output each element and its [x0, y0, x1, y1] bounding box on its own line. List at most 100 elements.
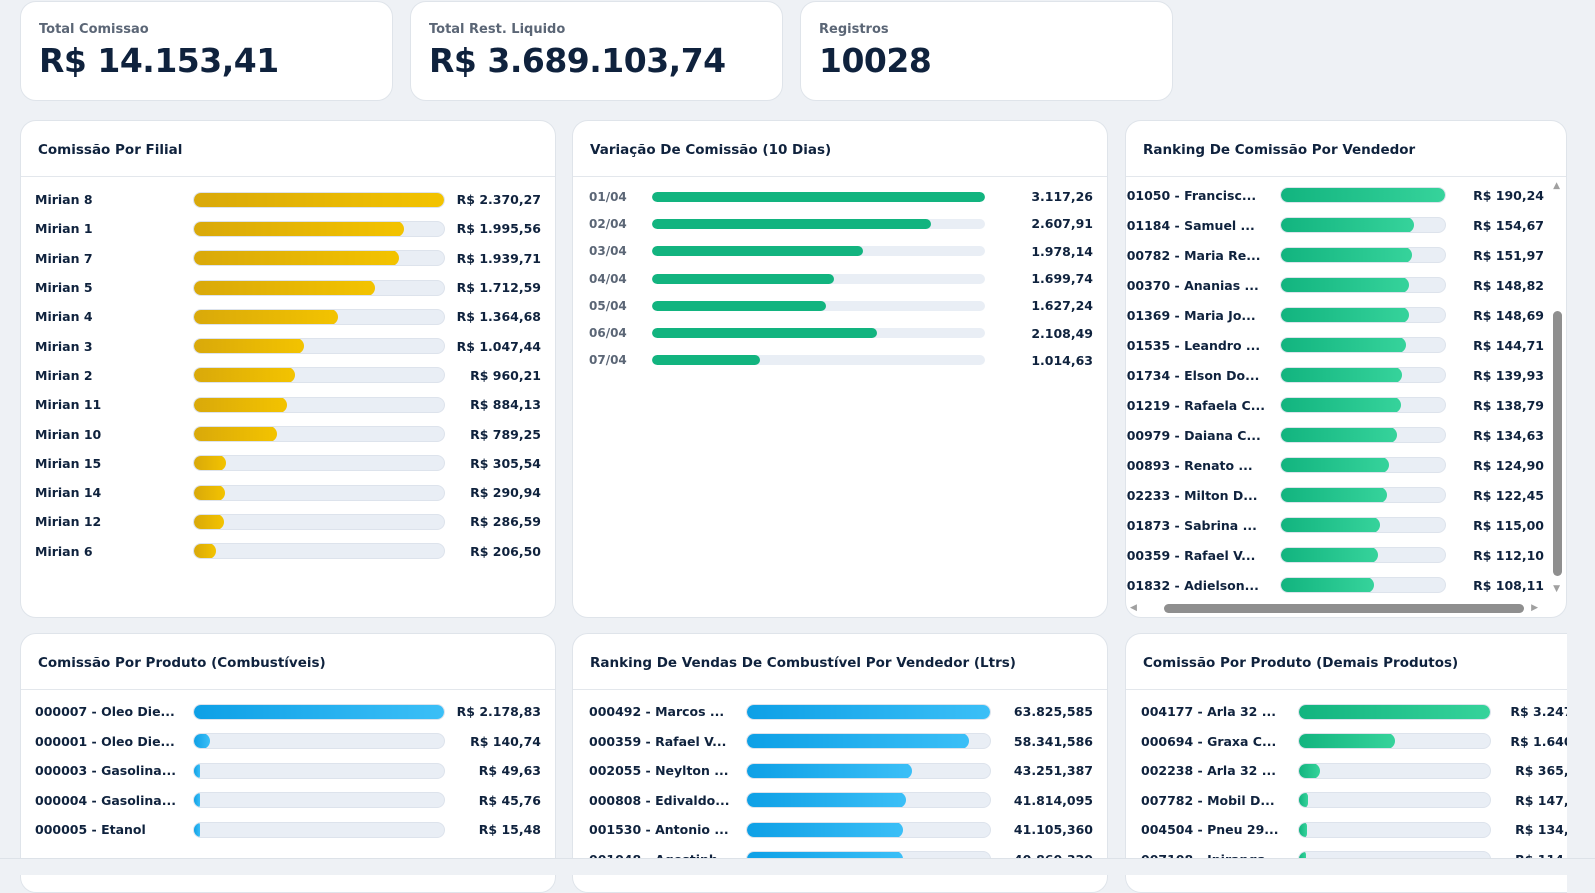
bar-fill: [1281, 368, 1402, 382]
bar-track: [193, 762, 445, 779]
scroll-right-arrow-icon[interactable]: ▶: [1531, 603, 1538, 613]
bar-value: 1.627,24: [1031, 298, 1093, 314]
bar-label: Mirian 10: [35, 426, 102, 442]
bar-label: 004177 - Arla 32 ...: [1141, 704, 1276, 720]
bar-label: 000979 - Daiana C...: [1125, 427, 1261, 443]
bar-row: 002055 - Neylton ... 43.251,387: [589, 756, 1093, 786]
bar-value: R$ 148,82: [1473, 277, 1544, 293]
bar-fill: [652, 273, 834, 284]
bar-track: [1280, 337, 1446, 353]
bar-value: R$ 1.047,44: [456, 338, 541, 354]
bar-label: 000492 - Marcos ...: [589, 704, 725, 720]
bar-value: R$ 134,63: [1473, 427, 1544, 443]
bar-fill: [1281, 278, 1410, 292]
bar-track: [746, 792, 991, 809]
bar-track: [1280, 427, 1446, 443]
scroll-up-arrow-icon[interactable]: ▲: [1553, 181, 1560, 191]
bar-track: [1280, 307, 1446, 323]
bar-track: [193, 220, 445, 237]
bar-track: [652, 355, 985, 366]
bar-value: R$ 154,67: [1473, 217, 1544, 233]
bar-fill: [194, 221, 405, 236]
bar-fill: [194, 280, 375, 295]
scroll-left-arrow-icon[interactable]: ◀: [1130, 603, 1137, 613]
bar-row: 001369 - Maria Jo... R$ 148,69: [1125, 300, 1544, 330]
bar-row: Mirian 1 R$ 1.995,56: [35, 214, 541, 243]
bar-track: [193, 308, 445, 325]
panel-comissao-produto-combustiveis: Comissão Por Produto (Combustíveis) 0000…: [20, 633, 556, 893]
kpi-title: Registros: [819, 22, 889, 37]
bar-label: 000003 - Gasolina...: [35, 763, 176, 779]
bar-value: 41.814,095: [1013, 792, 1093, 808]
bar-track: [193, 367, 445, 384]
kpi-title: Total Rest. Liquido: [429, 22, 566, 37]
bar-row: Mirian 6 R$ 206,50: [35, 537, 541, 566]
bar-list: Mirian 8 R$ 2.370,27 Mirian 1 R$ 1.995,56 Mi…: [21, 177, 555, 566]
bar-fill: [747, 793, 907, 808]
bar-label: 000359 - Rafael V...: [589, 733, 727, 749]
bar-list: 01/04 3.117,26 02/04 2.607,91 03/04 1.978,14 0…: [573, 177, 1107, 374]
bar-label: 000694 - Graxa C...: [1141, 733, 1277, 749]
bar-label: 001050 - Francisc...: [1125, 187, 1257, 203]
bar-fill: [1281, 428, 1398, 442]
bar-track: [652, 273, 985, 284]
bar-label: 04/04: [589, 271, 627, 286]
bar-fill: [652, 191, 985, 202]
bar-value: R$ 144,71: [1473, 337, 1544, 353]
bar-row: 000370 - Ananias ... R$ 148,82: [1126, 270, 1544, 300]
bar-row: 000694 - Graxa C... R$ 1.640,9: [1141, 727, 1567, 757]
bar-label: 000007 - Oleo Die...: [35, 704, 175, 720]
bar-row: 000359 - Rafael V... 58.341,586: [589, 727, 1093, 757]
kpi-value: 10028: [819, 41, 932, 80]
bar-row: Mirian 2 R$ 960,21: [35, 361, 541, 390]
bar-track: [1298, 792, 1491, 809]
bar-value: R$ 206,50: [470, 543, 541, 559]
bar-fill: [194, 251, 399, 266]
bar-fill: [194, 339, 305, 354]
bar-label: Mirian 14: [35, 485, 102, 501]
vertical-scrollbar[interactable]: [1553, 311, 1562, 576]
bar-value: R$ 286,59: [470, 514, 541, 530]
bar-label: 05/04: [589, 298, 627, 313]
kpi-registros: Registros 10028: [800, 1, 1173, 101]
bar-list: 004177 - Arla 32 ... R$ 3.247,8 000694 - G…: [1126, 690, 1567, 874]
bar-value: 1.014,63: [1031, 352, 1093, 368]
bar-row: 001530 - Antonio ... 41.105,360: [589, 815, 1093, 845]
bar-label: 000808 - Edivaldo...: [589, 792, 730, 808]
horizontal-scrollbar[interactable]: [1164, 604, 1524, 613]
bar-label: Mirian 4: [35, 309, 93, 325]
bar-fill: [194, 734, 211, 749]
bar-track: [1280, 277, 1446, 293]
bar-label: 002238 - Arla 32 ...: [1141, 763, 1276, 779]
bar-label: Mirian 5: [35, 280, 93, 296]
bar-label: 001369 - Maria Jo...: [1125, 307, 1256, 323]
bar-value: R$ 305,54: [470, 455, 541, 471]
bar-track: [746, 733, 991, 750]
bar-label: 000359 - Rafael V...: [1125, 547, 1256, 563]
bar-row: 000001 - Oleo Die... R$ 140,74: [35, 727, 541, 757]
bar-fill: [1299, 704, 1490, 719]
bar-fill: [194, 514, 225, 529]
bar-row: Mirian 8 R$ 2.370,27: [35, 185, 541, 214]
bar-fill: [1281, 248, 1412, 262]
page-bottom-edge: [0, 858, 1595, 875]
bar-label: Mirian 11: [35, 397, 102, 413]
scroll-down-arrow-icon[interactable]: ▼: [1553, 584, 1560, 594]
bar-fill: [652, 300, 826, 311]
bar-track: [193, 703, 445, 720]
bar-value: 58.341,586: [1013, 733, 1093, 749]
bar-row: Mirian 12 R$ 286,59: [35, 507, 541, 536]
panel-ranking-comissao-vendedor[interactable]: Ranking De Comissão Por Vendedor 001050 …: [1125, 120, 1567, 618]
bar-value: 63.825,585: [1013, 704, 1093, 720]
bar-label: 000005 - Etanol: [35, 822, 146, 838]
bar-track: [1280, 577, 1446, 593]
bar-label: Mirian 6: [35, 543, 93, 559]
bar-value: 2.607,91: [1031, 216, 1093, 232]
bar-row: Mirian 4 R$ 1.364,68: [35, 302, 541, 331]
bar-label: 001873 - Sabrina ...: [1125, 517, 1257, 533]
bar-label: 000893 - Renato ...: [1125, 457, 1253, 473]
bar-label: 01/04: [589, 189, 627, 204]
bar-value: R$ 112,10: [1473, 547, 1544, 563]
bar-track: [1298, 733, 1491, 750]
bar-row: 000893 - Renato ... R$ 124,90: [1125, 450, 1544, 480]
